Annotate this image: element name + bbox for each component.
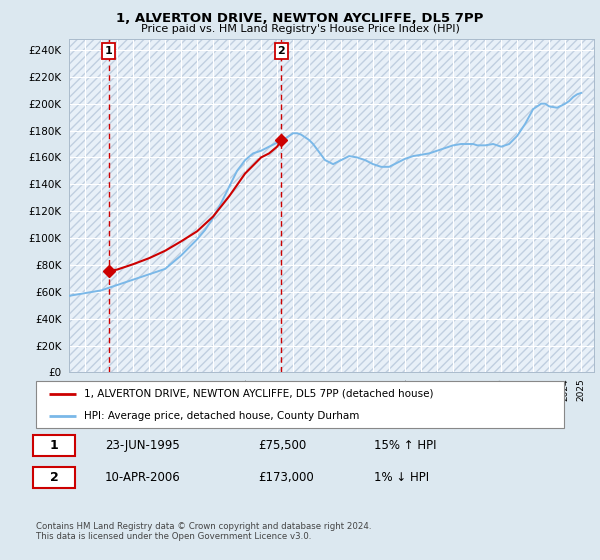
FancyBboxPatch shape xyxy=(34,468,74,488)
Text: 10-APR-2006: 10-APR-2006 xyxy=(104,471,181,484)
Text: Price paid vs. HM Land Registry's House Price Index (HPI): Price paid vs. HM Land Registry's House … xyxy=(140,24,460,34)
Text: 15% ↑ HPI: 15% ↑ HPI xyxy=(374,438,436,452)
Text: 23-JUN-1995: 23-JUN-1995 xyxy=(104,438,179,452)
Text: 1: 1 xyxy=(104,46,112,56)
FancyBboxPatch shape xyxy=(34,435,74,455)
FancyBboxPatch shape xyxy=(36,381,564,428)
Text: HPI: Average price, detached house, County Durham: HPI: Average price, detached house, Coun… xyxy=(83,410,359,421)
Text: £173,000: £173,000 xyxy=(258,471,314,484)
Text: 2: 2 xyxy=(278,46,285,56)
Text: 1% ↓ HPI: 1% ↓ HPI xyxy=(374,471,429,484)
Text: 1, ALVERTON DRIVE, NEWTON AYCLIFFE, DL5 7PP: 1, ALVERTON DRIVE, NEWTON AYCLIFFE, DL5 … xyxy=(116,12,484,25)
Text: 2: 2 xyxy=(50,471,58,484)
Text: Contains HM Land Registry data © Crown copyright and database right 2024.
This d: Contains HM Land Registry data © Crown c… xyxy=(36,522,371,542)
Text: 1: 1 xyxy=(50,438,58,452)
Text: £75,500: £75,500 xyxy=(258,438,306,452)
Text: 1, ALVERTON DRIVE, NEWTON AYCLIFFE, DL5 7PP (detached house): 1, ALVERTON DRIVE, NEWTON AYCLIFFE, DL5 … xyxy=(83,389,433,399)
